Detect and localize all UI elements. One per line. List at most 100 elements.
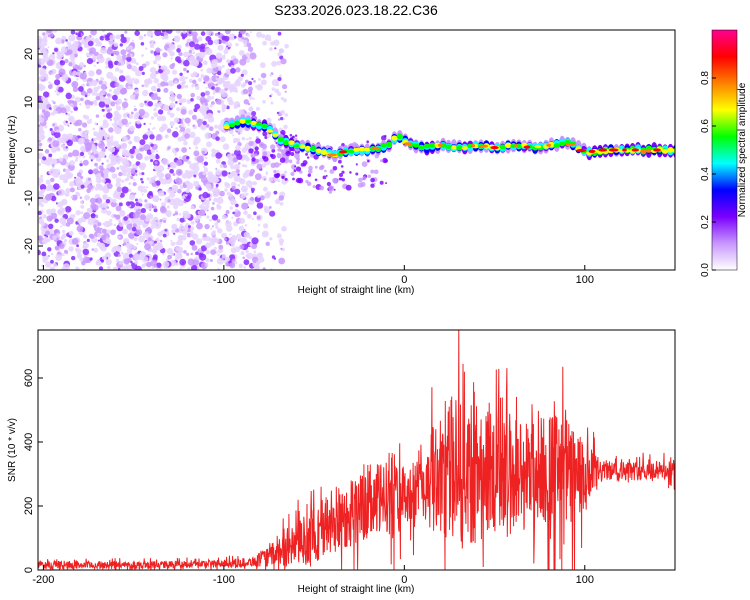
noise-point bbox=[212, 92, 215, 95]
noise-point bbox=[38, 145, 42, 151]
ridge-peak bbox=[565, 143, 576, 147]
noise-point bbox=[204, 223, 210, 230]
noise-point bbox=[217, 31, 221, 35]
noise-point bbox=[61, 74, 69, 82]
noise-point bbox=[276, 233, 282, 239]
noise-point bbox=[261, 230, 269, 238]
noise-point bbox=[39, 184, 47, 191]
noise-point bbox=[154, 54, 162, 61]
noise-point bbox=[215, 83, 219, 87]
noise-point bbox=[129, 194, 135, 201]
noise-point bbox=[260, 72, 267, 79]
noise-point bbox=[155, 47, 161, 53]
noise-point bbox=[142, 115, 145, 118]
noise-point bbox=[221, 254, 227, 259]
noise-point bbox=[229, 33, 236, 41]
noise-point bbox=[254, 153, 258, 157]
noise-point bbox=[194, 103, 201, 110]
noise-point bbox=[51, 163, 55, 167]
noise-point bbox=[245, 249, 249, 254]
noise-point bbox=[256, 202, 264, 209]
noise-point bbox=[322, 175, 327, 180]
noise-point bbox=[150, 93, 158, 101]
noise-point bbox=[205, 35, 212, 42]
noise-point bbox=[210, 61, 218, 69]
ridge-peak bbox=[327, 153, 337, 157]
noise-point bbox=[97, 222, 102, 227]
noise-point bbox=[224, 188, 228, 192]
noise-point bbox=[234, 246, 241, 253]
noise-point bbox=[153, 264, 158, 268]
noise-point bbox=[292, 135, 295, 139]
noise-point bbox=[134, 260, 139, 265]
noise-point bbox=[65, 146, 68, 149]
noise-point bbox=[275, 142, 278, 144]
noise-point bbox=[196, 95, 201, 100]
noise-point bbox=[95, 166, 100, 170]
noise-point bbox=[232, 211, 235, 215]
noise-point bbox=[118, 219, 122, 223]
noise-point bbox=[67, 100, 71, 104]
noise-point bbox=[106, 210, 112, 216]
noise-point bbox=[114, 82, 120, 88]
noise-point bbox=[107, 46, 113, 52]
noise-point bbox=[144, 132, 147, 135]
noise-point bbox=[157, 101, 163, 107]
noise-point bbox=[45, 185, 51, 192]
noise-point bbox=[243, 99, 249, 105]
noise-point bbox=[196, 222, 203, 230]
noise-point bbox=[176, 84, 182, 89]
ridge-segment bbox=[272, 133, 279, 137]
noise-point bbox=[164, 35, 169, 40]
noise-point bbox=[54, 47, 59, 52]
ridge-peak bbox=[576, 148, 587, 153]
noise-point bbox=[270, 101, 274, 105]
noise-point bbox=[216, 204, 222, 210]
noise-point bbox=[101, 234, 107, 241]
noise-point bbox=[143, 188, 148, 193]
noise-point bbox=[60, 143, 65, 149]
noise-point bbox=[259, 195, 265, 201]
noise-point bbox=[271, 87, 276, 91]
noise-point bbox=[249, 172, 254, 177]
noise-point bbox=[40, 174, 44, 178]
noise-point bbox=[184, 180, 191, 186]
noise-point bbox=[241, 69, 248, 76]
noise-point bbox=[225, 256, 230, 262]
noise-point bbox=[233, 236, 238, 241]
noise-point bbox=[210, 206, 215, 211]
noise-point bbox=[80, 184, 85, 189]
noise-point bbox=[182, 80, 186, 85]
noise-point bbox=[94, 92, 99, 97]
noise-point bbox=[72, 86, 79, 93]
noise-point bbox=[258, 78, 261, 81]
noise-point bbox=[187, 225, 192, 229]
noise-point bbox=[231, 171, 237, 177]
noise-point bbox=[110, 229, 116, 236]
noise-point bbox=[273, 39, 280, 46]
noise-point bbox=[162, 261, 170, 268]
noise-point bbox=[181, 203, 184, 206]
noise-point bbox=[282, 84, 288, 90]
noise-point bbox=[46, 215, 53, 222]
noise-point bbox=[246, 59, 250, 63]
noise-point bbox=[245, 79, 249, 84]
noise-point bbox=[126, 242, 133, 250]
noise-point bbox=[171, 94, 176, 99]
noise-point bbox=[200, 245, 207, 252]
noise-point bbox=[289, 133, 293, 137]
noise-point bbox=[266, 117, 272, 123]
noise-point bbox=[155, 70, 159, 75]
noise-point bbox=[123, 267, 129, 270]
noise-point bbox=[308, 169, 313, 174]
noise-point bbox=[132, 245, 137, 250]
spectrogram-x-ticks: -200 -100 0 100 bbox=[32, 265, 594, 286]
noise-point bbox=[235, 203, 239, 208]
noise-point bbox=[288, 159, 293, 164]
noise-point bbox=[215, 183, 219, 187]
noise-point bbox=[278, 195, 285, 201]
noise-point bbox=[78, 86, 84, 92]
noise-point bbox=[249, 31, 252, 34]
noise-point bbox=[373, 169, 379, 175]
